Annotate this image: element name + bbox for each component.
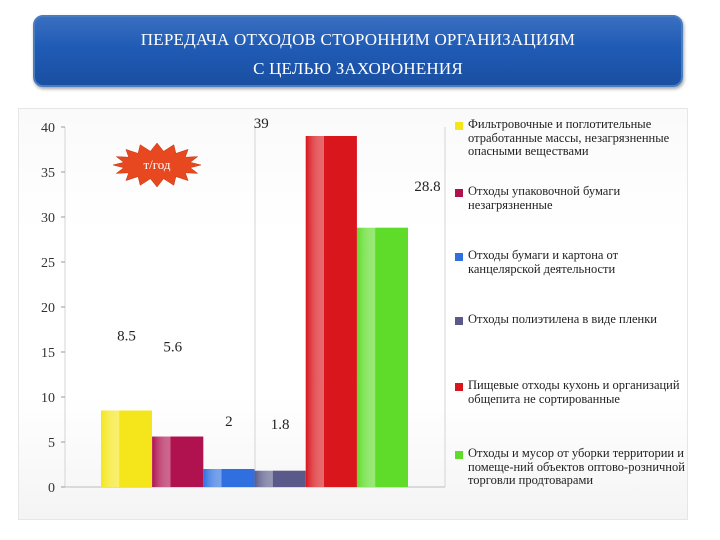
bar-highlight [203, 469, 255, 487]
legend-item: Пищевые отходы кухонь и организаций обще… [455, 378, 685, 406]
title-line-2: С ЦЕЛЬЮ ЗАХОРОНЕНИЯ [253, 59, 463, 78]
legend-swatch [455, 122, 463, 130]
legend-swatch [455, 451, 463, 459]
y-tick-label: 0 [48, 481, 55, 496]
legend-label: Пищевые отходы кухонь и организаций обще… [468, 378, 680, 406]
legend-label: Отходы бумаги и картона от канцелярской … [468, 248, 619, 276]
y-tick-label: 5 [48, 436, 55, 451]
bar-highlight [254, 470, 306, 487]
legend-label: Отходы полиэтилена в виде пленки [468, 312, 657, 326]
title-line-1: ПЕРЕДАЧА ОТХОДОВ СТОРОННИМ ОРГАНИЗАЦИЯМ [140, 30, 576, 49]
data-label: 5.6 [163, 340, 182, 356]
y-tick-label: 25 [41, 256, 55, 271]
y-tick-label: 15 [41, 346, 55, 361]
legend-item: Отходы бумаги и картона от канцелярской … [455, 248, 685, 276]
unit-badge: т/год [112, 142, 202, 188]
legend-label: Отходы и мусор от уборки территории и по… [468, 446, 685, 487]
legend-swatch [455, 253, 463, 261]
data-label: 2 [225, 414, 233, 430]
y-tick-label: 20 [41, 301, 55, 316]
bar-highlight [357, 227, 408, 488]
y-tick-label: 30 [41, 211, 55, 226]
unit-label: т/год [143, 157, 171, 172]
starburst-icon [112, 142, 202, 188]
bar-highlight [152, 436, 204, 487]
data-label: 39 [254, 116, 269, 132]
legend-item: Фильтровочные и поглотительные отработан… [455, 117, 685, 159]
legend-item: Отходы полиэтилена в виде пленки [455, 312, 685, 327]
legend-swatch [455, 383, 463, 391]
legend: Фильтровочные и поглотительные отработан… [455, 113, 685, 509]
data-label: 1.8 [271, 417, 290, 433]
legend-item: Отходы упаковочной бумаги незагрязненные [455, 184, 685, 212]
legend-swatch [455, 317, 463, 325]
title-banner: ПЕРЕДАЧА ОТХОДОВ СТОРОННИМ ОРГАНИЗАЦИЯМ … [33, 15, 683, 87]
data-label: 8.5 [117, 329, 136, 345]
legend-label: Отходы упаковочной бумаги незагрязненные [468, 184, 621, 212]
bar-highlight [101, 410, 152, 487]
y-tick-label: 10 [41, 391, 55, 406]
legend-label: Фильтровочные и поглотительные отработан… [468, 117, 670, 158]
legend-swatch [455, 189, 463, 197]
data-label: 28.8 [414, 179, 440, 195]
bar-highlight [305, 136, 357, 487]
legend-item: Отходы и мусор от уборки территории и по… [455, 446, 685, 488]
y-tick-label: 35 [41, 166, 55, 181]
y-tick-label: 40 [41, 121, 55, 136]
